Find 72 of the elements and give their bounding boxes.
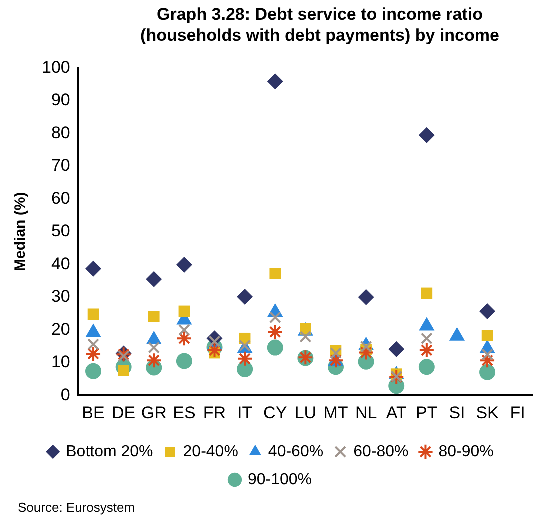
x-tick-label: IT <box>238 403 253 422</box>
point <box>418 342 435 358</box>
x-tick-label: GR <box>141 403 167 422</box>
point <box>88 338 100 350</box>
x-tick-label: DE <box>112 403 136 422</box>
point <box>176 256 192 273</box>
point <box>418 359 435 376</box>
point <box>148 342 160 354</box>
y-tick-label: 80 <box>51 123 70 142</box>
point <box>206 342 223 358</box>
y-tick-label: 40 <box>51 254 70 274</box>
point <box>418 127 435 144</box>
point <box>421 288 433 300</box>
point <box>482 330 494 342</box>
point <box>480 352 496 369</box>
legend-label: 90-100% <box>248 471 312 488</box>
point <box>86 346 102 362</box>
point <box>267 340 284 356</box>
point <box>176 353 192 370</box>
y-tick-label: 50 <box>51 222 70 241</box>
x-tick-label: FR <box>203 403 226 422</box>
point <box>482 348 494 361</box>
x-tick-label: SK <box>476 403 500 422</box>
point <box>88 308 100 320</box>
y-tick-label: 60 <box>51 188 70 208</box>
point <box>267 324 284 340</box>
point <box>237 361 254 378</box>
legend-label: 40-60% <box>268 443 324 460</box>
x-tick-label: MT <box>324 403 348 422</box>
point <box>269 312 282 324</box>
y-tick-label: 20 <box>51 320 70 339</box>
legend-label: 60-80% <box>354 443 409 460</box>
point <box>300 331 312 343</box>
point <box>178 306 190 318</box>
legend-label: Bottom 20% <box>66 443 154 460</box>
x-tick-label: SI <box>449 403 466 422</box>
x-tick-label: PT <box>416 403 438 422</box>
point <box>480 364 496 380</box>
y-tick-label: 30 <box>51 287 70 306</box>
source-note: Source: Eurosystem <box>18 500 136 515</box>
point <box>86 260 102 277</box>
chart-title: Graph 3.28: Debt service to income ratio (households with debt payments) by income <box>140 4 500 46</box>
legend-label: 80-90% <box>438 443 494 460</box>
point <box>420 332 433 345</box>
x-tick-label: AT <box>386 403 407 422</box>
point <box>388 341 405 358</box>
x-tick-label: LU <box>294 403 317 422</box>
point <box>146 352 162 369</box>
point <box>176 330 192 347</box>
point <box>237 289 254 306</box>
point <box>237 350 254 367</box>
point <box>330 347 342 360</box>
x-tick-label: CY <box>264 403 288 422</box>
y-tick-label: 70 <box>51 156 70 176</box>
point <box>267 74 284 90</box>
point <box>86 363 102 380</box>
y-tick-label: 100 <box>42 58 70 77</box>
y-axis-title: Median (%) <box>12 192 30 272</box>
x-tick-label: NL <box>355 403 378 422</box>
y-tick-label: 90 <box>51 90 70 110</box>
point <box>178 324 190 336</box>
point <box>358 289 374 306</box>
point <box>146 271 162 288</box>
x-tick-label: BE <box>82 403 105 422</box>
point <box>148 311 160 322</box>
point <box>270 268 282 280</box>
y-tick-label: 0 <box>60 385 70 404</box>
x-tick-label: FI <box>510 403 526 422</box>
x-tick-label: ES <box>173 403 196 422</box>
point <box>480 303 496 320</box>
legend-label: 20-40% <box>183 443 238 460</box>
y-tick-label: 10 <box>51 352 70 372</box>
